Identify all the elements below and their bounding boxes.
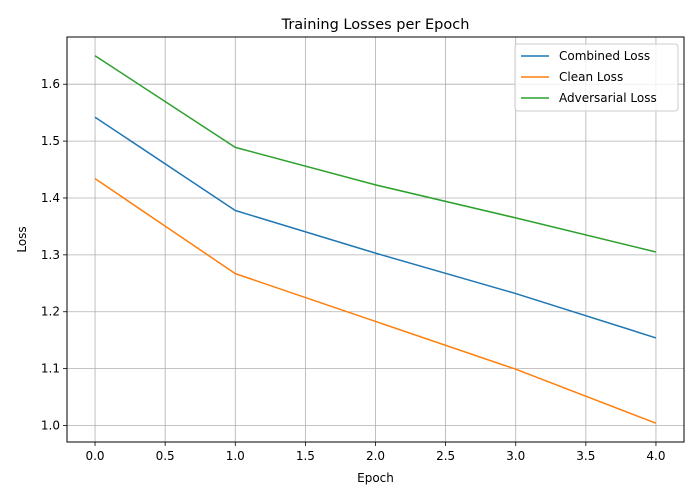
x-tick-label: 1.5 <box>296 449 315 463</box>
y-axis-ticks: 1.0 1.1 1.2 1.3 1.4 1.5 1.6 <box>41 77 67 433</box>
y-tick-label: 1.0 <box>41 419 60 433</box>
x-tick-label: 0.0 <box>85 449 104 463</box>
chart-title: Training Losses per Epoch <box>281 17 470 33</box>
x-tick-label: 0.5 <box>156 449 175 463</box>
x-tick-label: 1.0 <box>226 449 245 463</box>
series-line-adversarial-loss <box>94 55 657 253</box>
y-tick-label: 1.4 <box>41 191 60 205</box>
y-tick-label: 1.6 <box>41 77 60 91</box>
y-tick-label: 1.1 <box>41 362 60 376</box>
x-tick-label: 2.0 <box>366 449 385 463</box>
y-tick-label: 1.2 <box>41 305 60 319</box>
x-axis-title: Epoch <box>357 471 394 485</box>
legend-box <box>514 43 679 112</box>
x-tick-label: 2.5 <box>436 449 455 463</box>
legend-label-clean-loss: Clean Loss <box>559 70 623 84</box>
legend: Combined Loss Clean Loss Adversarial Loss <box>514 43 679 112</box>
x-tick-label: 3.5 <box>576 449 595 463</box>
series-lines <box>94 55 657 424</box>
y-tick-label: 1.5 <box>41 134 60 148</box>
legend-label-adversarial-loss: Adversarial Loss <box>559 91 657 105</box>
x-tick-label: 4.0 <box>646 449 665 463</box>
grid <box>67 37 684 442</box>
y-axis-title: Loss <box>15 226 29 252</box>
series-line-clean-loss <box>94 178 657 424</box>
series-line-combined-loss <box>94 116 657 339</box>
x-tick-label: 3.0 <box>506 449 525 463</box>
x-axis-ticks: 0.0 0.5 1.0 1.5 2.0 2.5 3.0 3.5 4.0 <box>85 442 666 463</box>
legend-label-combined-loss: Combined Loss <box>559 49 650 63</box>
y-tick-label: 1.3 <box>41 248 60 262</box>
